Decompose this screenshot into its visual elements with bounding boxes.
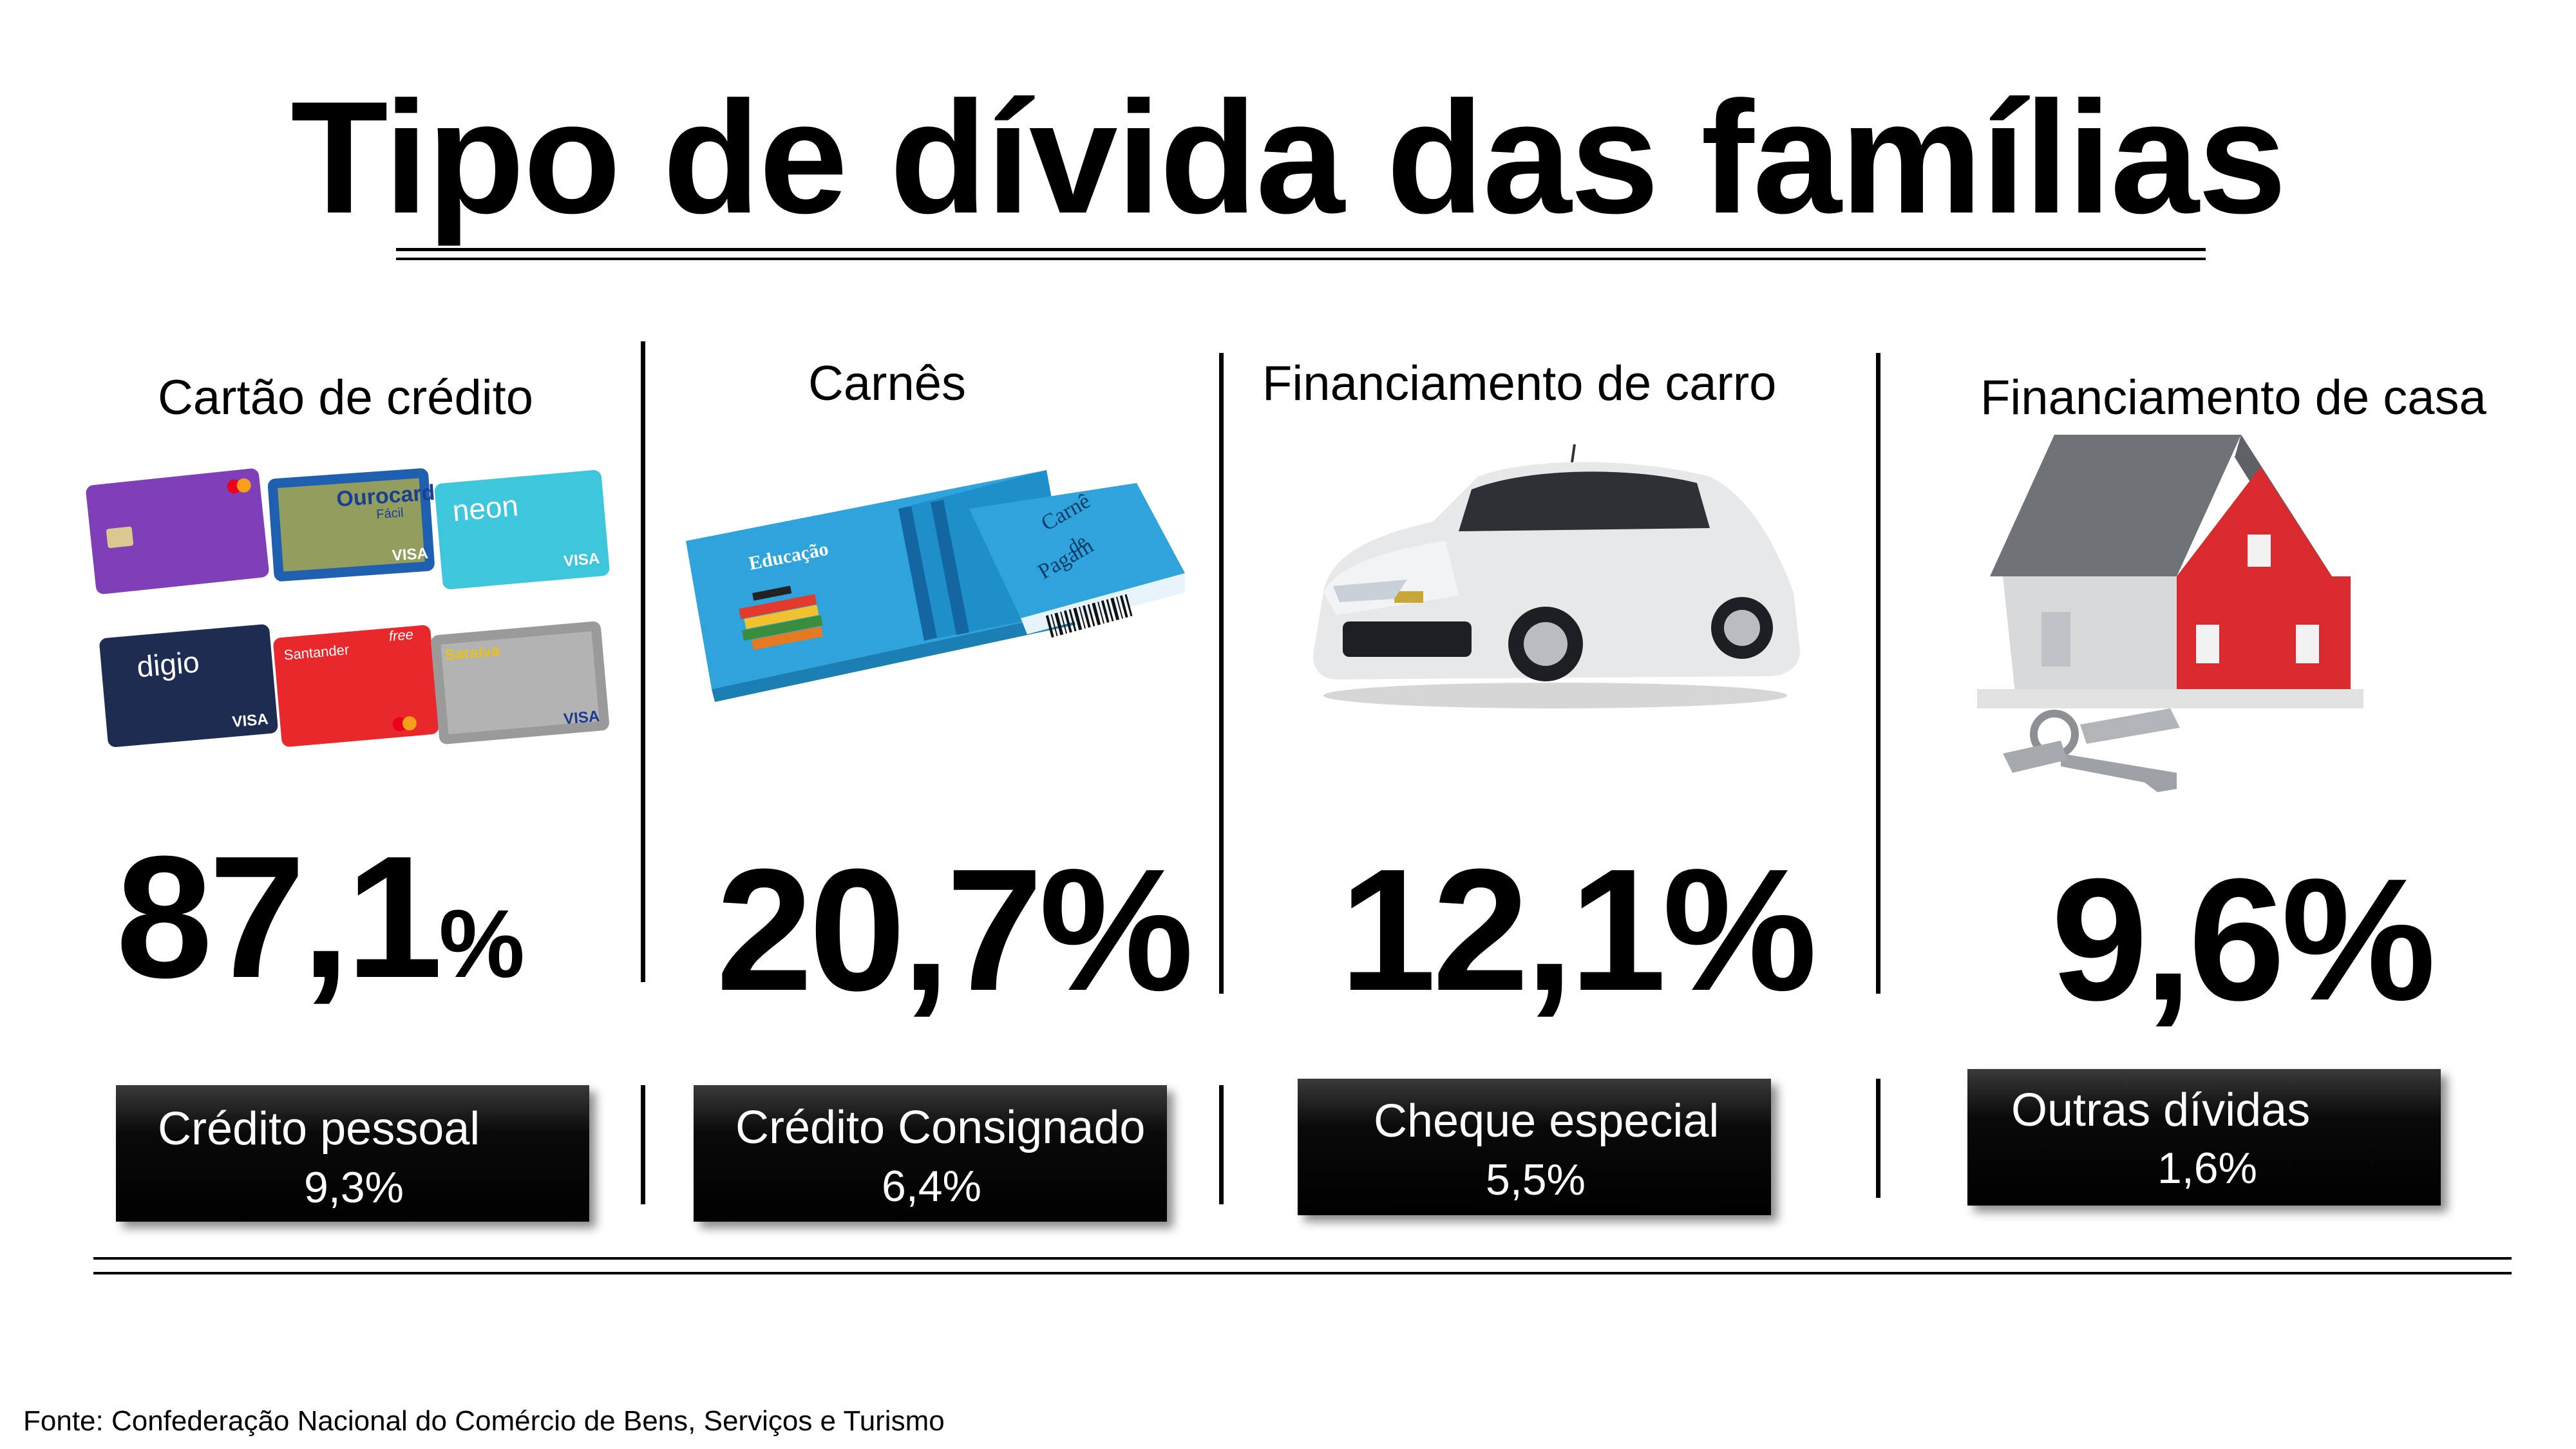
secondary-box-outras-dividas: Outras dívidas 1,6% xyxy=(1967,1069,2441,1206)
value-cartao-suffix: % xyxy=(439,889,525,998)
title-rule-top xyxy=(396,248,2206,251)
divider-2-upper xyxy=(1219,353,1224,994)
category-label-carnes: Carnês xyxy=(808,356,966,411)
secondary-label-credito-consignado: Crédito Consignado xyxy=(735,1102,1146,1153)
secondary-label-credito-pessoal: Crédito pessoal xyxy=(158,1103,480,1155)
value-carro: 12,1% xyxy=(1340,833,1817,1027)
secondary-box-cheque-especial: Cheque especial 5,5% xyxy=(1298,1079,1771,1215)
secondary-value-credito-consignado: 6,4% xyxy=(882,1162,981,1211)
secondary-box-credito-pessoal: Crédito pessoal 9,3% xyxy=(116,1085,589,1222)
category-label-cartao: Cartão de crédito xyxy=(158,370,533,425)
source-note: Fonte: Confederação Nacional do Comércio… xyxy=(23,1405,945,1437)
secondary-box-credito-consignado: Crédito Consignado 6,4% xyxy=(694,1085,1167,1222)
divider-3-upper xyxy=(1876,353,1880,994)
bottom-rule-bottom xyxy=(93,1272,2512,1274)
secondary-value-outras-dividas: 1,6% xyxy=(2157,1144,2257,1193)
credit-cards-icon: Ourocard Fácil VISA neon VISA digio VISA… xyxy=(86,468,610,747)
value-carnes: 20,7% xyxy=(716,833,1194,1027)
card-text-facil: Fácil xyxy=(376,506,404,522)
card-text-free: free xyxy=(388,626,414,644)
value-casa: 9,6% xyxy=(2051,843,2436,1037)
payment-booklet-icon: Educação Carnê de Pagam xyxy=(686,470,1185,702)
divider-1-lower xyxy=(641,1085,645,1204)
value-cartao: 87,1% xyxy=(116,831,525,1005)
value-cartao-number: 87,1 xyxy=(116,820,442,1014)
title-rule-bottom xyxy=(396,258,2206,260)
divider-1-upper xyxy=(641,341,645,982)
secondary-value-cheque-especial: 5,5% xyxy=(1486,1155,1586,1204)
category-label-carro: Financiamento de carro xyxy=(1262,356,1777,411)
bottom-rule-top xyxy=(93,1257,2512,1260)
house-with-keys-icon xyxy=(1977,435,2363,792)
category-label-casa: Financiamento de casa xyxy=(1980,370,2486,425)
secondary-label-cheque-especial: Cheque especial xyxy=(1374,1095,1719,1147)
secondary-label-outras-dividas: Outras dívidas xyxy=(2011,1084,2311,1136)
car-icon xyxy=(1313,444,1800,708)
card-text-visa-1: VISA xyxy=(392,545,429,565)
divider-3-lower xyxy=(1876,1079,1880,1198)
card-text-neon: neon xyxy=(451,488,519,527)
card-text-visa-4: VISA xyxy=(563,708,600,728)
divider-2-lower xyxy=(1219,1085,1224,1204)
card-text-digio: digio xyxy=(135,645,200,683)
card-text-visa-3: VISA xyxy=(231,710,269,731)
chart-title: Tipo de dívida das famílias xyxy=(290,68,2286,247)
card-text-visa-2: VISA xyxy=(563,550,600,571)
secondary-value-credito-pessoal: 9,3% xyxy=(304,1163,404,1212)
